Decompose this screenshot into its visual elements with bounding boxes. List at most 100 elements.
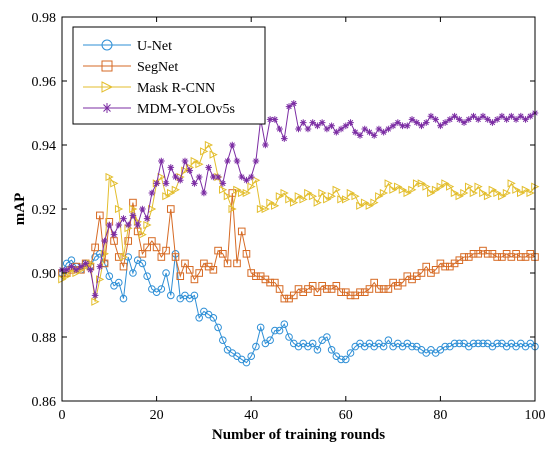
data-point-triangle <box>62 272 72 281</box>
data-point-square <box>209 266 218 274</box>
data-point-asterisk <box>342 122 350 130</box>
data-point-circle <box>280 320 289 329</box>
data-point-circle <box>256 323 265 332</box>
data-point-triangle <box>247 182 256 191</box>
data-point-circle <box>455 339 464 348</box>
data-point-triangle <box>450 188 460 198</box>
data-point-triangle <box>394 182 403 191</box>
series-line <box>61 144 536 302</box>
data-point-asterisk <box>318 119 326 126</box>
data-point-circle <box>479 339 487 348</box>
data-point-square <box>332 282 341 290</box>
data-point-circle <box>450 339 459 348</box>
data-point-triangle <box>351 192 360 201</box>
data-point-square <box>124 237 133 245</box>
data-point-asterisk <box>522 116 529 123</box>
data-point-asterisk <box>262 141 269 149</box>
data-point-triangle <box>261 204 270 214</box>
x-axis-label: Number of training rounds <box>212 427 385 443</box>
data-point-square <box>195 269 203 277</box>
data-point-triangle <box>464 182 474 191</box>
data-point-triangle <box>360 198 370 207</box>
y-tick-label: 0.98 <box>32 11 57 26</box>
data-point-triangle <box>436 182 445 191</box>
data-point-circle <box>143 272 151 281</box>
y-axis-label: mAP <box>12 193 28 226</box>
x-tick-label: 80 <box>433 408 447 423</box>
data-point-square <box>171 253 180 261</box>
data-point-square <box>431 266 440 274</box>
data-point-triangle <box>323 195 332 204</box>
data-point-triangle <box>195 160 204 169</box>
data-point-triangle <box>223 192 232 201</box>
y-tick-label: 0.90 <box>32 267 57 282</box>
data-point-triangle <box>384 179 393 188</box>
data-point-square <box>384 285 393 293</box>
data-point-square <box>422 262 431 271</box>
data-point-square <box>493 253 501 261</box>
data-point-asterisk <box>437 122 444 130</box>
data-point-triangle <box>408 185 417 194</box>
data-point-asterisk <box>385 125 392 133</box>
data-point-circle <box>190 291 199 300</box>
data-point-square <box>223 259 232 268</box>
data-point-square <box>138 250 147 258</box>
legend-label: Mask R-CNN <box>137 81 215 96</box>
data-point-asterisk <box>115 221 123 229</box>
data-point-square <box>308 282 317 290</box>
data-point-asterisk <box>526 112 534 120</box>
data-point-asterisk <box>498 112 506 120</box>
data-point-triangle <box>200 147 209 156</box>
data-point-asterisk <box>456 116 463 123</box>
data-point-triangle <box>143 220 152 230</box>
data-point-triangle <box>417 179 426 188</box>
data-point-asterisk <box>82 260 89 267</box>
data-point-asterisk <box>139 205 146 213</box>
data-point-square <box>91 243 99 252</box>
data-point-square <box>219 250 227 258</box>
data-point-triangle <box>488 185 497 194</box>
data-point-asterisk <box>413 119 421 126</box>
data-point-asterisk <box>484 116 491 123</box>
data-point-asterisk <box>399 122 406 130</box>
data-point-circle <box>313 346 322 354</box>
data-point-asterisk <box>87 266 94 274</box>
data-point-triangle <box>512 185 521 194</box>
legend-item: U-Net <box>83 39 172 54</box>
data-point-circle <box>285 333 293 341</box>
data-point-circle <box>469 339 478 348</box>
data-point-asterisk <box>96 263 104 270</box>
data-point-asterisk <box>91 292 99 299</box>
data-point-asterisk <box>129 212 137 219</box>
data-point-square <box>379 285 388 293</box>
data-point-triangle <box>219 185 228 194</box>
legend-label: U-Net <box>137 39 172 54</box>
data-point-asterisk <box>441 119 449 126</box>
data-point-circle <box>247 352 255 361</box>
data-point-triangle <box>370 198 379 207</box>
data-point-asterisk <box>290 100 298 107</box>
data-point-triangle <box>493 188 502 198</box>
data-point-square <box>228 189 237 197</box>
data-point-asterisk <box>356 132 364 139</box>
legend-label: SegNet <box>137 60 178 75</box>
data-point-triangle <box>318 188 327 198</box>
data-point-circle <box>242 358 251 367</box>
data-point-square <box>100 259 109 268</box>
data-point-triangle <box>389 185 398 194</box>
data-point-triangle <box>431 185 441 194</box>
data-point-asterisk <box>158 157 165 165</box>
data-point-triangle <box>446 182 455 191</box>
data-point-circle <box>346 349 355 357</box>
data-point-triangle <box>271 201 280 210</box>
data-point-triangle <box>105 172 114 182</box>
data-point-asterisk <box>233 157 241 165</box>
data-point-square <box>266 278 274 287</box>
data-point-asterisk <box>63 266 71 274</box>
data-point-asterisk <box>143 215 151 222</box>
data-point-asterisk <box>465 116 473 123</box>
data-point-asterisk <box>200 189 208 197</box>
data-point-square <box>242 250 251 258</box>
data-point-square <box>280 294 289 303</box>
data-point-square <box>129 198 137 207</box>
